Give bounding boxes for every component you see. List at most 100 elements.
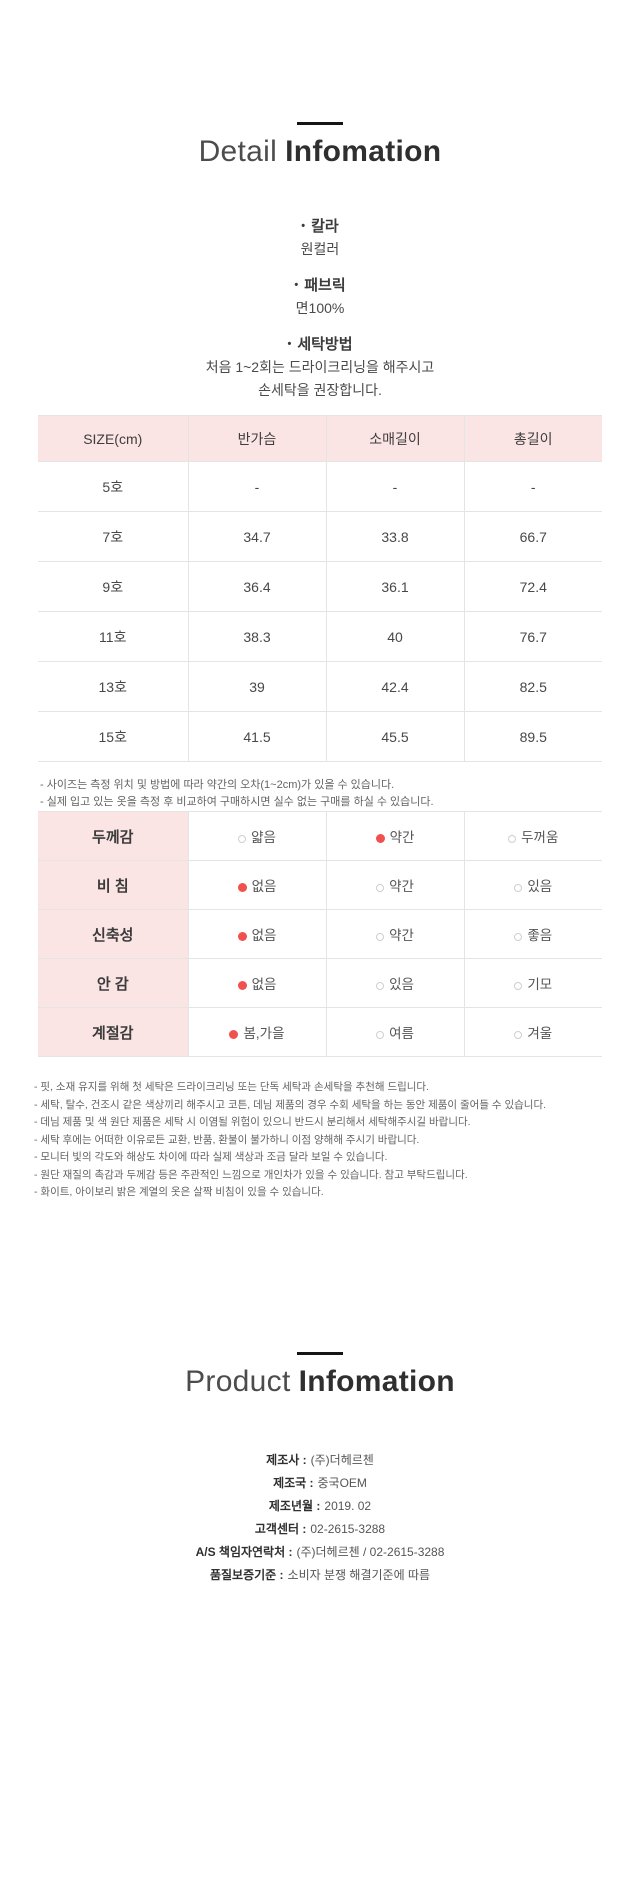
size-table: SIZE(cm) 반가슴 소매길이 총길이 5호 - - - 7호 34.7 3…	[38, 415, 602, 762]
product-field-value: (주)더헤르첸	[310, 1452, 374, 1467]
detail-title-bold: Infomation	[285, 135, 442, 168]
attribute-option: 여름	[325, 1007, 465, 1057]
product-section-title: Product Infomation	[0, 1365, 640, 1399]
attribute-option: 봄,가을	[187, 1007, 327, 1057]
size-cell: 36.4	[187, 561, 327, 612]
attribute-option-label: 봄,가을	[243, 1026, 285, 1041]
size-cell: 36.1	[325, 561, 465, 612]
section-divider-line	[297, 122, 343, 125]
product-field-label: 고객센터 :	[254, 1521, 307, 1536]
product-field-country: 제조국 : 중국OEM	[0, 1472, 640, 1495]
product-field-label: 제조년월 :	[268, 1498, 321, 1513]
care-note-line: - 세탁 후에는 어떠한 이유로든 교환, 반품, 환불이 불가하니 이점 양해…	[34, 1133, 420, 1146]
attribute-option-label: 약간	[389, 928, 414, 943]
bullet-collar: 칼라 원컬러	[0, 215, 640, 259]
attribute-label: 신축성	[38, 909, 189, 959]
bullet-washing: 세탁방법 처음 1~2회는 드라이크리닝을 해주시고 손세탁을 권장합니다.	[0, 333, 640, 400]
size-table-row: 7호 34.7 33.8 66.7	[38, 511, 602, 562]
product-field-date: 제조년월 :2019. 02	[0, 1495, 640, 1518]
radio-icon	[375, 834, 385, 843]
size-table-header-length: 총길이	[463, 415, 602, 462]
care-note-line: - 모니터 빛의 각도와 해상도 차이에 따라 실제 색상과 조금 달라 보일 …	[34, 1151, 388, 1163]
size-cell: 89.5	[463, 711, 602, 762]
attribute-option-label: 없음	[251, 928, 277, 943]
attribute-option: 기모	[463, 958, 602, 1008]
product-field-value: (주)더헤르첸 / 02-2615-3288	[296, 1544, 445, 1559]
care-note-line: - 원단 재질의 촉감과 두께감 등은 주관적인 느낌으로 개인차가 있을 수 …	[34, 1168, 468, 1181]
attribute-option: 약간	[325, 909, 465, 959]
size-cell: 66.7	[463, 511, 602, 562]
bullet-washing-label: 세탁방법	[0, 333, 640, 354]
product-field-label: 품질보증기준 :	[209, 1567, 284, 1582]
attribute-label: 두께감	[38, 811, 189, 861]
radio-icon	[514, 884, 523, 892]
attribute-option-label: 겨울	[527, 1026, 553, 1041]
attribute-option: 겨울	[463, 1007, 602, 1057]
size-cell: 82.5	[463, 661, 602, 712]
product-field-warranty: 품질보증기준 : 소비자 분쟁 해결기준에 따름	[0, 1564, 640, 1587]
size-cell: 76.7	[463, 611, 602, 662]
radio-icon	[237, 883, 247, 892]
radio-icon	[238, 835, 247, 843]
attribute-label: 비 침	[38, 860, 189, 910]
size-table-row: 5호 - - -	[38, 461, 602, 512]
size-cell: -	[187, 461, 327, 512]
bullet-fabric-label: 패브릭	[0, 274, 640, 295]
attribute-table: 두께감 얇음 약간 두꺼움 비 침 없음 약간 있음 신축성 없음 약간 좋음 …	[38, 811, 602, 1057]
radio-icon	[237, 981, 247, 990]
radio-icon	[514, 1031, 523, 1039]
attribute-option: 없음	[187, 958, 327, 1008]
product-field-value: 02-2615-3288	[310, 1521, 386, 1536]
size-table-header-row: SIZE(cm) 반가슴 소매길이 총길이	[38, 415, 602, 462]
size-cell: 9호	[38, 561, 189, 612]
attribute-option-label: 여름	[389, 1026, 414, 1041]
attribute-option-label: 두꺼움	[521, 830, 559, 845]
radio-icon	[508, 835, 517, 843]
care-note-line: - 데님 제품 및 색 원단 제품은 세탁 시 이염될 위험이 있으니 반드시 …	[34, 1116, 471, 1128]
product-title-bold: Infomation	[298, 1364, 455, 1398]
attribute-option: 얇음	[187, 811, 327, 861]
attribute-option-label: 있음	[389, 977, 414, 992]
care-note-line: - 세탁, 탈수, 건조시 같은 색상끼리 해주시고 코튼, 데님 제품의 경우…	[34, 1098, 547, 1111]
size-cell: 34.7	[187, 511, 327, 562]
size-cell: 39	[187, 661, 327, 712]
attribute-option-label: 있음	[527, 879, 553, 894]
product-info-list: 제조사 : (주)더헤르첸 제조국 : 중국OEM 제조년월 :2019. 02 고…	[0, 1449, 640, 1587]
attribute-label: 계절감	[38, 1007, 189, 1057]
size-cell: -	[463, 461, 602, 512]
radio-icon	[229, 1030, 239, 1039]
size-cell: 38.3	[187, 611, 327, 662]
attribute-option: 있음	[325, 958, 465, 1008]
size-cell: 5호	[38, 461, 189, 512]
bullet-collar-value: 원컬러	[300, 241, 340, 257]
size-table-row: 13호 39 42.4 82.5	[38, 661, 602, 712]
radio-icon	[237, 932, 247, 941]
size-cell: 33.8	[325, 511, 465, 562]
product-field-as-contact: A/S 책임자연락처 : (주)더헤르첸 / 02-2615-3288	[0, 1541, 640, 1564]
bullet-fabric-value: 면100%	[295, 300, 345, 316]
attribute-option-label: 기모	[527, 977, 553, 992]
attribute-option: 약간	[325, 860, 465, 910]
size-table-notes: - 사이즈는 측정 위치 및 방법에 따라 약간의 오차(1~2cm)가 있을 …	[40, 777, 640, 811]
detail-section-title: Detail Infomation	[0, 135, 640, 169]
size-table-header-sleeve: 소매길이	[325, 415, 465, 462]
attribute-row-thickness: 두께감 얇음 약간 두꺼움	[38, 811, 602, 861]
size-table-row: 11호 38.3 40 76.7	[38, 611, 602, 662]
size-cell: 7호	[38, 511, 189, 562]
product-field-manufacturer: 제조사 : (주)더헤르첸	[0, 1449, 640, 1472]
section-divider-line	[297, 1351, 343, 1355]
attribute-option: 약간	[325, 811, 465, 861]
size-cell: 40	[325, 611, 465, 662]
radio-icon	[514, 933, 523, 941]
detail-bullet-list: 칼라 원컬러 패브릭 면100% 세탁방법 처음 1~2회는 드라이크리닝을 해…	[0, 215, 640, 400]
size-cell: 41.5	[187, 711, 327, 762]
attribute-option: 없음	[187, 860, 327, 910]
attribute-option-label: 약간	[389, 879, 414, 894]
size-note-line: - 실제 입고 있는 옷을 측정 후 비교하여 구매하시면 실수 없는 구매를 …	[40, 796, 434, 808]
attribute-option-label: 얇음	[251, 830, 276, 845]
size-table-header-size: SIZE(cm)	[38, 415, 189, 462]
care-note-line: - 화이트, 아이보리 밝은 계열의 옷은 살짝 비침이 있을 수 있습니다.	[34, 1186, 324, 1198]
bullet-washing-value-line2: 손세탁을 권장합니다.	[258, 382, 382, 398]
attribute-row-elasticity: 신축성 없음 약간 좋음	[38, 909, 602, 959]
